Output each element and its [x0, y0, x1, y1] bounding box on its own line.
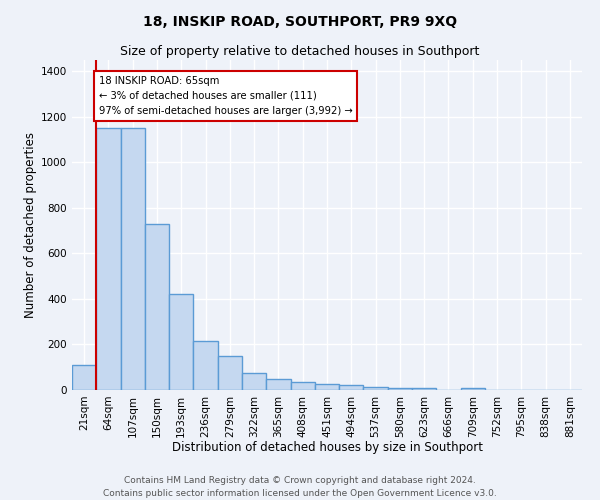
Bar: [461, 388, 485, 390]
Bar: [388, 388, 412, 390]
Text: 18, INSKIP ROAD, SOUTHPORT, PR9 9XQ: 18, INSKIP ROAD, SOUTHPORT, PR9 9XQ: [143, 15, 457, 29]
Bar: [145, 224, 169, 390]
Bar: [72, 365, 96, 390]
Text: Contains HM Land Registry data © Crown copyright and database right 2024.
Contai: Contains HM Land Registry data © Crown c…: [103, 476, 497, 498]
Bar: [121, 128, 145, 390]
Bar: [169, 294, 193, 390]
Bar: [412, 388, 436, 390]
Y-axis label: Number of detached properties: Number of detached properties: [24, 132, 37, 318]
Bar: [339, 386, 364, 390]
Bar: [364, 386, 388, 390]
Bar: [96, 128, 121, 390]
Text: 18 INSKIP ROAD: 65sqm
← 3% of detached houses are smaller (111)
97% of semi-deta: 18 INSKIP ROAD: 65sqm ← 3% of detached h…: [99, 76, 352, 116]
X-axis label: Distribution of detached houses by size in Southport: Distribution of detached houses by size …: [172, 441, 482, 454]
Text: Size of property relative to detached houses in Southport: Size of property relative to detached ho…: [121, 45, 479, 58]
Bar: [315, 384, 339, 390]
Bar: [218, 356, 242, 390]
Bar: [193, 341, 218, 390]
Bar: [266, 378, 290, 390]
Bar: [290, 382, 315, 390]
Bar: [242, 373, 266, 390]
